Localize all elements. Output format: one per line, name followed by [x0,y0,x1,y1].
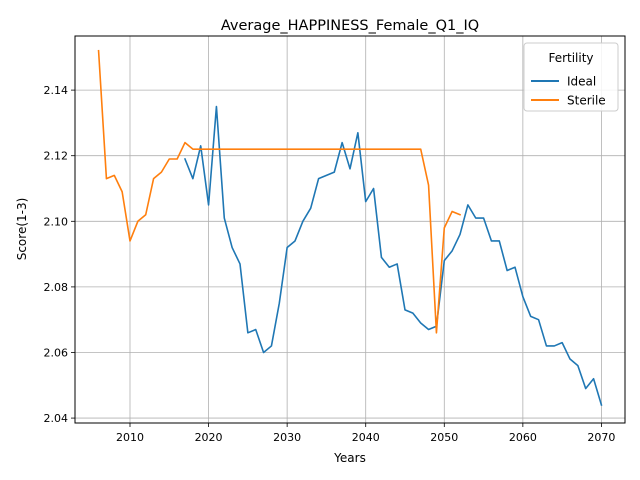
chart-title: Average_HAPPINESS_Female_Q1_IQ [221,18,479,34]
x-tick-label: 2060 [509,431,537,444]
y-axis: 2.04 2.06 2.08 2.10 2.12 2.14 [44,84,75,425]
y-tick-label: 2.08 [44,281,69,294]
y-tick-label: 2.12 [44,150,69,163]
y-axis-label: Score(1-3) [15,198,29,261]
x-tick-label: 2040 [352,431,380,444]
x-tick-label: 2010 [116,431,144,444]
x-tick-label: 2050 [430,431,458,444]
y-tick-label: 2.04 [44,412,69,425]
plot-frame [74,35,626,424]
series-line-ideal [183,105,603,406]
y-tick-label: 2.06 [44,346,69,359]
x-axis-label: Years [333,451,366,465]
legend-label-sterile: Sterile [567,94,606,108]
x-tick-label: 2020 [195,431,223,444]
y-tick-label: 2.14 [44,84,69,97]
x-tick-label: 2030 [273,431,301,444]
legend: Fertility Ideal Sterile [523,42,619,112]
legend-label-ideal: Ideal [567,75,596,89]
legend-title: Fertility [548,51,593,65]
legend-box [523,42,619,112]
x-axis: 2010 2020 2030 2040 2050 2060 2070 [116,423,615,444]
series-layer [97,49,603,406]
y-tick-label: 2.10 [44,215,69,228]
series-line-sterile [97,49,462,334]
x-tick-label: 2070 [587,431,615,444]
